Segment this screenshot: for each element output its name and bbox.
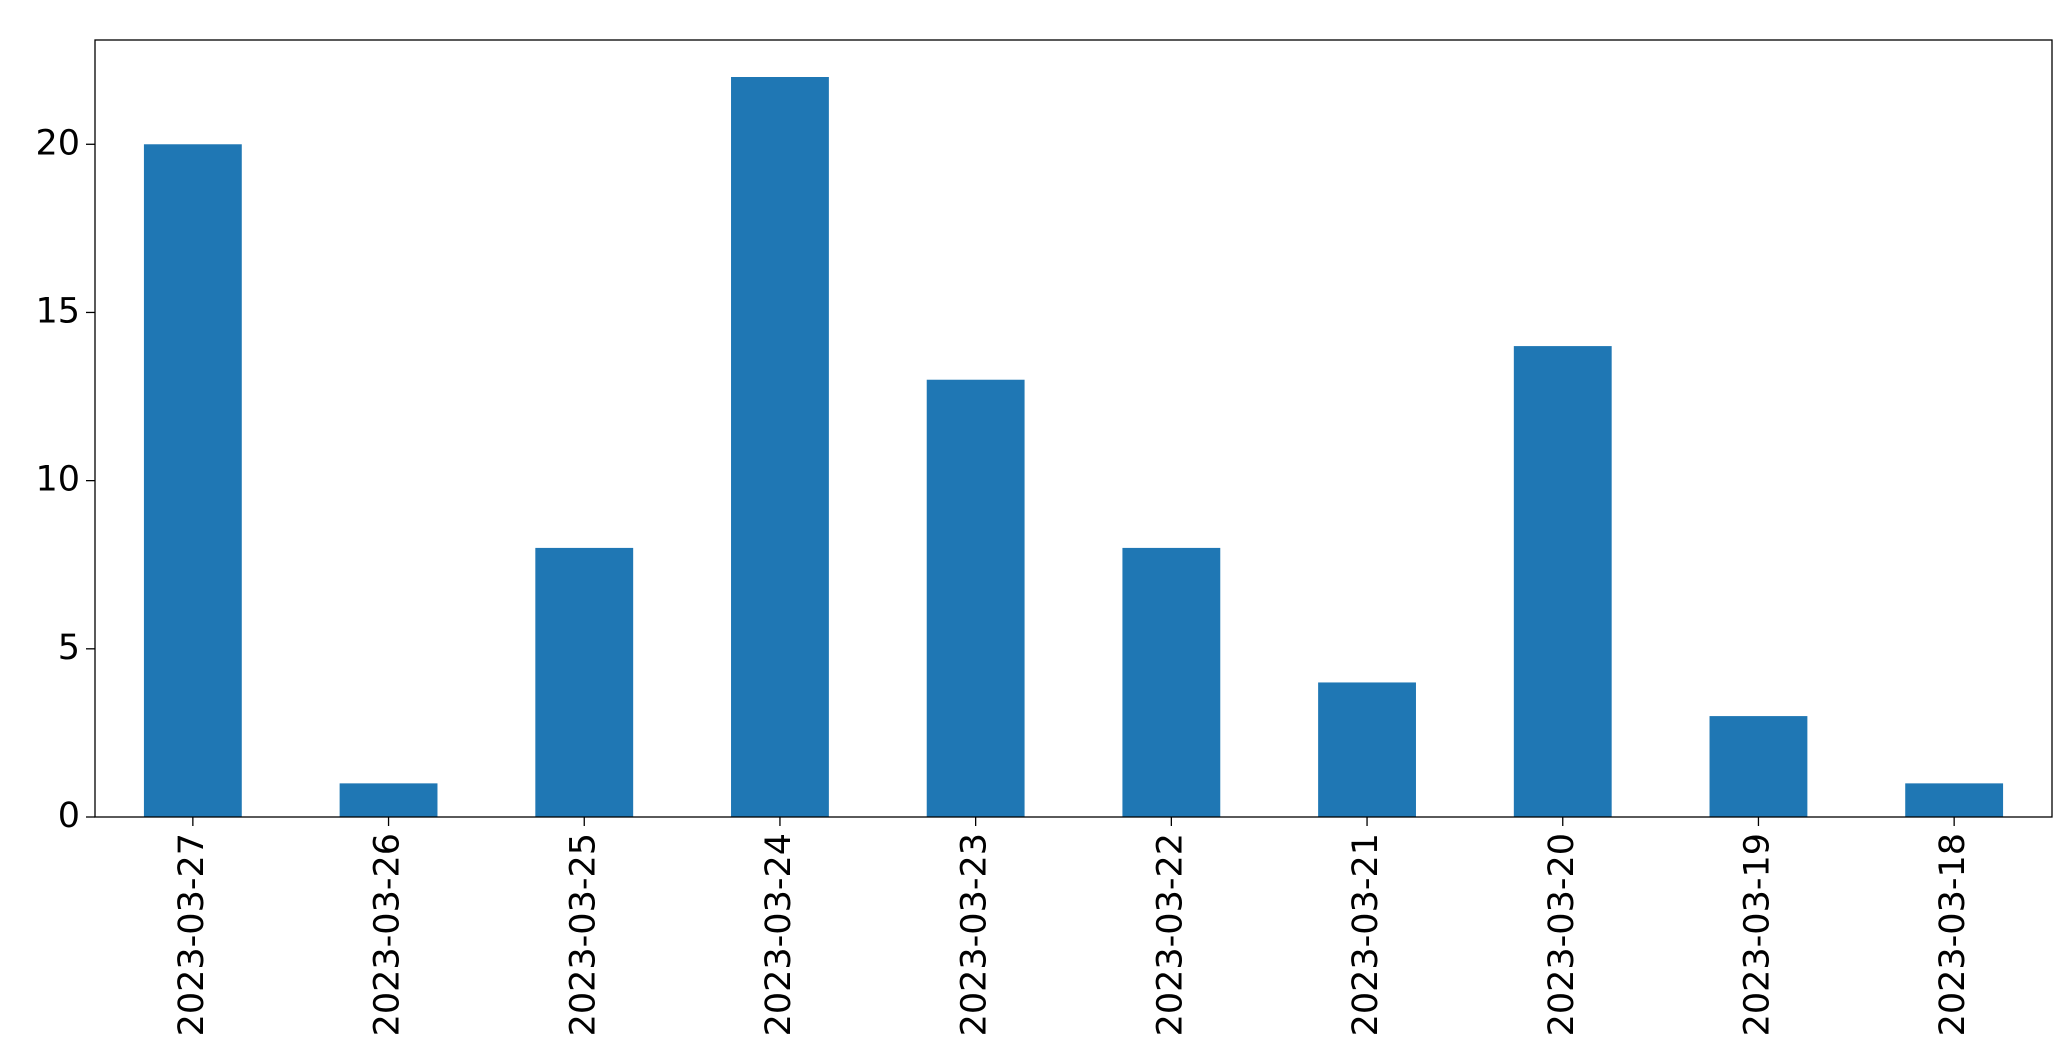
y-tick-label: 10 bbox=[35, 460, 80, 500]
bar bbox=[1122, 547, 1221, 817]
x-tick-label: 2023-03-26 bbox=[368, 833, 408, 1036]
x-tick-label: 2023-03-21 bbox=[1346, 833, 1386, 1036]
x-tick-label: 2023-03-24 bbox=[759, 833, 799, 1036]
y-tick-label: 0 bbox=[58, 796, 80, 836]
bar bbox=[339, 783, 438, 817]
y-tick-label: 15 bbox=[35, 291, 80, 331]
bar bbox=[535, 547, 634, 817]
bar bbox=[1513, 346, 1612, 817]
bar bbox=[1905, 783, 2004, 817]
y-tick-label: 5 bbox=[58, 628, 80, 668]
x-tick-label: 2023-03-18 bbox=[1933, 833, 1973, 1036]
bar bbox=[1318, 682, 1416, 817]
x-tick-label: 2023-03-27 bbox=[172, 833, 212, 1036]
x-tick-label: 2023-03-25 bbox=[563, 833, 603, 1036]
bar bbox=[731, 77, 829, 817]
bar bbox=[926, 379, 1025, 817]
bar bbox=[143, 144, 242, 818]
x-tick-label: 2023-03-19 bbox=[1737, 833, 1777, 1036]
plot-frame bbox=[94, 39, 2053, 818]
x-tick-label: 2023-03-22 bbox=[1150, 833, 1190, 1036]
y-tick-label: 20 bbox=[35, 123, 80, 163]
x-tick-label: 2023-03-23 bbox=[955, 833, 995, 1036]
bar bbox=[1709, 716, 1808, 817]
x-tick-label: 2023-03-20 bbox=[1542, 833, 1582, 1036]
